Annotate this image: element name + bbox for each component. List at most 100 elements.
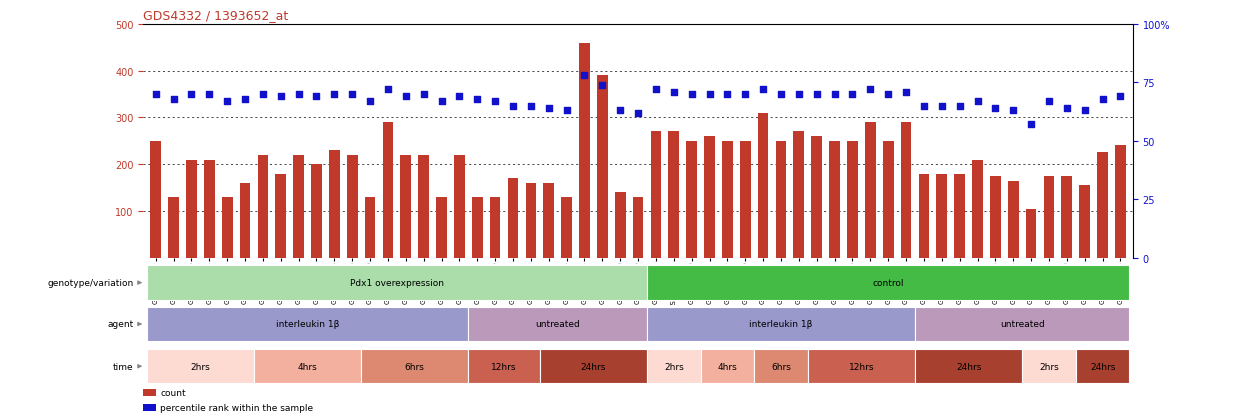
Point [413, 91, 433, 98]
Point [807, 91, 827, 98]
Bar [489, 197, 500, 258]
Text: 2hrs: 2hrs [1040, 362, 1058, 371]
Bar [454, 155, 464, 258]
Bar [418, 155, 430, 258]
Point [217, 98, 237, 105]
Bar [793, 132, 804, 258]
Point [449, 94, 469, 100]
Bar [915, 307, 1129, 341]
Point [574, 73, 594, 79]
Bar [705, 137, 715, 258]
Bar [347, 155, 357, 258]
Text: time: time [112, 362, 133, 371]
Bar [1062, 176, 1072, 258]
Point [824, 91, 844, 98]
Bar [382, 123, 393, 258]
Bar [1076, 349, 1129, 383]
Text: 2hrs: 2hrs [190, 362, 210, 371]
Bar [954, 174, 965, 258]
Bar [508, 179, 518, 258]
Text: genotype/variation: genotype/variation [47, 278, 133, 287]
Point [950, 103, 970, 110]
Bar [1022, 349, 1076, 383]
Bar [543, 183, 554, 258]
Bar [900, 123, 911, 258]
Point [843, 91, 863, 98]
Bar [143, 389, 156, 396]
Point [967, 98, 987, 105]
Point [1003, 108, 1023, 114]
Bar [758, 114, 768, 258]
Bar [936, 174, 947, 258]
Point [1021, 122, 1041, 128]
Point [163, 96, 183, 103]
Bar [561, 197, 571, 258]
Point [557, 108, 576, 114]
Bar [311, 165, 322, 258]
Bar [829, 142, 840, 258]
Bar [540, 349, 647, 383]
Point [520, 103, 540, 110]
Point [914, 103, 934, 110]
Bar [143, 404, 156, 411]
Point [1074, 108, 1094, 114]
Bar [1043, 176, 1055, 258]
Text: interleukin 1β: interleukin 1β [749, 320, 813, 329]
Text: control: control [873, 278, 904, 287]
Bar [754, 349, 808, 383]
Text: count: count [161, 388, 186, 397]
Text: 2hrs: 2hrs [664, 362, 684, 371]
Point [146, 91, 166, 98]
Text: 24hrs: 24hrs [956, 362, 981, 371]
Bar [915, 349, 1022, 383]
Point [325, 91, 345, 98]
Point [753, 87, 773, 93]
Bar [701, 349, 754, 383]
Bar [168, 197, 179, 258]
Text: GDS4332 / 1393652_at: GDS4332 / 1393652_at [143, 9, 289, 22]
Bar [808, 349, 915, 383]
Bar [254, 349, 361, 383]
Text: 24hrs: 24hrs [580, 362, 606, 371]
Bar [294, 155, 304, 258]
Point [199, 91, 219, 98]
Bar [686, 142, 697, 258]
Point [1057, 105, 1077, 112]
Bar [740, 142, 751, 258]
Bar [1116, 146, 1125, 258]
Text: 24hrs: 24hrs [1089, 362, 1116, 371]
Point [593, 82, 613, 89]
Point [986, 105, 1006, 112]
Point [342, 91, 362, 98]
Text: untreated: untreated [1000, 320, 1045, 329]
Point [700, 91, 720, 98]
Bar [222, 197, 233, 258]
Bar [401, 155, 411, 258]
Bar [329, 151, 340, 258]
Point [717, 91, 737, 98]
Point [253, 91, 273, 98]
Text: percentile rank within the sample: percentile rank within the sample [161, 403, 314, 412]
Point [306, 94, 326, 100]
Text: untreated: untreated [535, 320, 580, 329]
Text: 6hrs: 6hrs [405, 362, 425, 371]
Bar [468, 349, 540, 383]
Bar [1026, 209, 1037, 258]
Bar [1079, 186, 1091, 258]
Point [503, 103, 523, 110]
Point [289, 91, 309, 98]
Point [467, 96, 487, 103]
Bar [615, 193, 625, 258]
Point [646, 87, 666, 93]
Bar [651, 132, 661, 258]
Point [432, 98, 452, 105]
Point [1111, 94, 1130, 100]
Bar [147, 307, 468, 341]
Point [1040, 98, 1059, 105]
Bar [972, 160, 982, 258]
Bar [865, 123, 875, 258]
Point [396, 94, 416, 100]
Bar [204, 160, 214, 258]
Point [931, 103, 951, 110]
Point [610, 108, 630, 114]
